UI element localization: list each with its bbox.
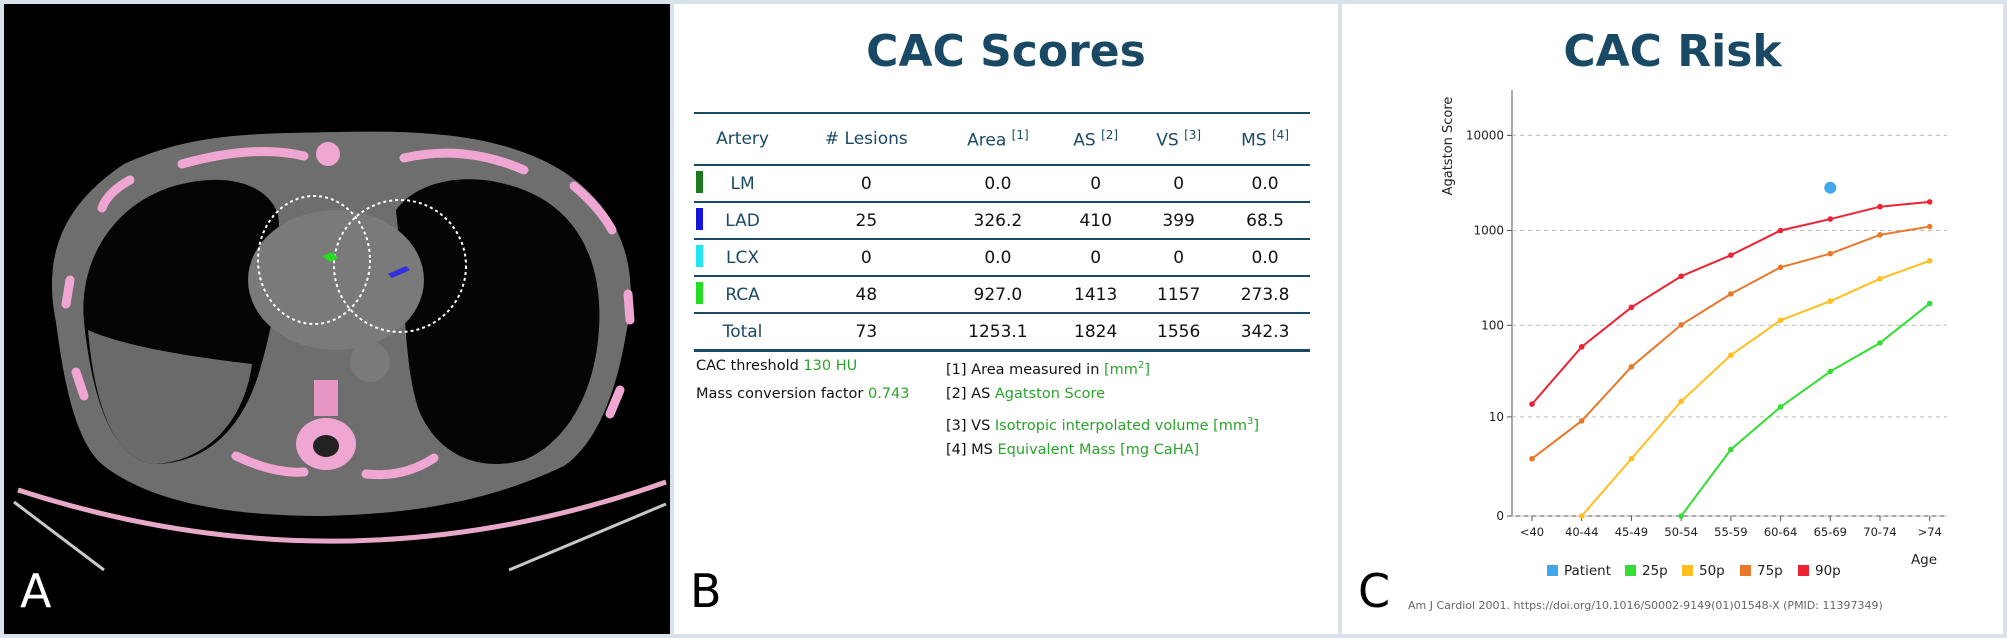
patient-marker: [1824, 181, 1837, 194]
x-tick-label: 40-44: [1565, 525, 1598, 539]
y-axis-label: Agatston Score: [1441, 97, 1456, 196]
legend-swatch-90p: [1798, 565, 1809, 576]
cac-scores-table: Artery # Lesions Area [1] AS [2] VS [3] …: [694, 112, 1310, 352]
footnotes: [1] Area measured in [mm2] [2] AS Agatst…: [946, 352, 1259, 464]
data-point-75p: [1728, 291, 1734, 297]
col-area: Area [1]: [941, 112, 1055, 166]
data-point-90p: [1529, 401, 1535, 407]
data-point-75p: [1678, 322, 1684, 328]
data-point-25p: [1728, 446, 1734, 453]
col-vs: VS [3]: [1137, 112, 1221, 166]
artery-color-swatch: [696, 171, 703, 193]
x-tick-label: 50-54: [1664, 525, 1697, 539]
panel-b-title: CAC Scores: [866, 26, 1146, 77]
x-axis-label: Age: [1911, 552, 1937, 568]
panel-c-cac-risk: CAC Risk 0 10 100 1000 10000 <40 40-44 45-49 50-…: [1342, 4, 2003, 634]
data-point-90p: [1777, 227, 1784, 234]
data-point-75p: [1628, 363, 1635, 370]
panel-b-cac-scores: CAC Scores Artery # Lesions Area [1] AS …: [674, 4, 1338, 634]
data-point-90p: [1678, 273, 1684, 280]
panel-a-letter: A: [20, 564, 52, 618]
threshold-note: CAC threshold 130 HU: [696, 358, 858, 374]
legend-label-75p: 75p: [1757, 563, 1783, 579]
data-point-90p: [1728, 252, 1734, 258]
data-point-50p: [1728, 352, 1734, 358]
data-point-90p: [1926, 199, 1933, 205]
y-tick-label: 10000: [1466, 128, 1504, 142]
series-line-75p: [1531, 225, 1930, 460]
x-tick-label: >74: [1918, 525, 1942, 539]
panel-a-ct-image: A: [4, 4, 670, 634]
footnote-2: [2] AS Agatston Score: [946, 386, 1106, 402]
data-point-75p: [1777, 264, 1784, 271]
panel-b-letter: B: [690, 564, 722, 618]
data-point-90p: [1578, 344, 1585, 350]
data-point-25p: [1678, 513, 1684, 519]
table-row: RCA 48 927.0 1413 1157 273.8: [694, 276, 1310, 314]
table-total-row: Total 73 1253.1 1824 1556 342.3: [694, 313, 1310, 352]
legend-swatch-Patient: [1547, 565, 1558, 576]
data-point-50p: [1877, 276, 1883, 282]
artery-color-swatch: [696, 245, 703, 267]
col-ms: MS [4]: [1220, 112, 1310, 166]
series-line-90p: [1531, 200, 1930, 405]
data-point-25p: [1777, 404, 1784, 410]
table-row: LCX 0 0.0 0 0 0.0: [694, 239, 1310, 277]
table-header-row: Artery # Lesions Area [1] AS [2] VS [3] …: [694, 112, 1310, 166]
data-point-25p: [1877, 340, 1883, 346]
data-point-50p: [1628, 455, 1635, 462]
legend-label-50p: 50p: [1699, 563, 1725, 579]
settings-notes: CAC threshold 130 HU Mass conversion fac…: [696, 352, 909, 408]
x-tick-label: 70-74: [1863, 525, 1896, 539]
data-point-75p: [1529, 455, 1535, 462]
x-tick-label: 45-49: [1615, 525, 1648, 539]
data-point-50p: [1578, 513, 1585, 519]
data-point-50p: [1777, 317, 1784, 324]
footnote-3: [3] VS Isotropic interpolated volume [mm…: [946, 416, 1260, 434]
artery-color-swatch: [696, 208, 703, 230]
table-row: LM 0 0.0 0 0 0.0: [694, 165, 1310, 203]
legend-label-90p: 90p: [1815, 563, 1841, 579]
y-tick-label: 1000: [1473, 224, 1504, 238]
series-line-50p: [1580, 259, 1931, 517]
x-tick-label: 60-64: [1764, 525, 1797, 539]
x-tick-label: <40: [1520, 525, 1544, 539]
panel-c-title: CAC Risk: [1563, 26, 1782, 77]
data-point-75p: [1578, 418, 1585, 424]
col-lesions: # Lesions: [791, 112, 942, 166]
legend-label-Patient: Patient: [1564, 563, 1611, 579]
data-point-90p: [1628, 304, 1635, 311]
legend-swatch-50p: [1682, 565, 1693, 576]
data-point-75p: [1926, 223, 1933, 230]
data-point-25p: [1827, 368, 1834, 375]
ct-slice-image: [4, 4, 670, 634]
y-tick-label: 0: [1496, 509, 1504, 523]
series-line-25p: [1680, 302, 1931, 517]
cac-risk-chart: 0 10 100 1000 10000 <40 40-44 45-49 50-54 55-59 60…: [1441, 90, 1947, 579]
legend-label-25p: 25p: [1642, 563, 1668, 579]
x-tick-label: 55-59: [1714, 525, 1747, 539]
data-point-75p: [1877, 232, 1883, 238]
panel-c-letter: C: [1358, 564, 1391, 618]
legend-swatch-75p: [1740, 565, 1751, 576]
data-point-50p: [1926, 257, 1933, 264]
citation: Am J Cardiol 2001. https://doi.org/10.10…: [1408, 599, 1883, 612]
data-point-25p: [1926, 300, 1933, 307]
x-tick-label: 65-69: [1814, 525, 1847, 539]
mass-factor-note: Mass conversion factor 0.743: [696, 386, 910, 402]
legend-swatch-25p: [1625, 565, 1636, 576]
table-row: LAD 25 326.2 410 399 68.5: [694, 202, 1310, 240]
y-tick-label: 10: [1489, 410, 1504, 424]
data-point-50p: [1827, 298, 1834, 304]
col-as: AS [2]: [1054, 112, 1138, 166]
data-point-90p: [1827, 216, 1834, 222]
footnote-4: [4] MS Equivalent Mass [mg CaHA]: [946, 442, 1200, 458]
footnote-1: [1] Area measured in [mm2]: [946, 360, 1150, 378]
data-point-90p: [1877, 203, 1883, 210]
artery-color-swatch: [696, 282, 703, 304]
data-point-75p: [1827, 250, 1834, 257]
y-tick-label: 100: [1481, 318, 1504, 332]
data-point-50p: [1678, 398, 1684, 405]
col-artery: Artery: [694, 112, 792, 166]
